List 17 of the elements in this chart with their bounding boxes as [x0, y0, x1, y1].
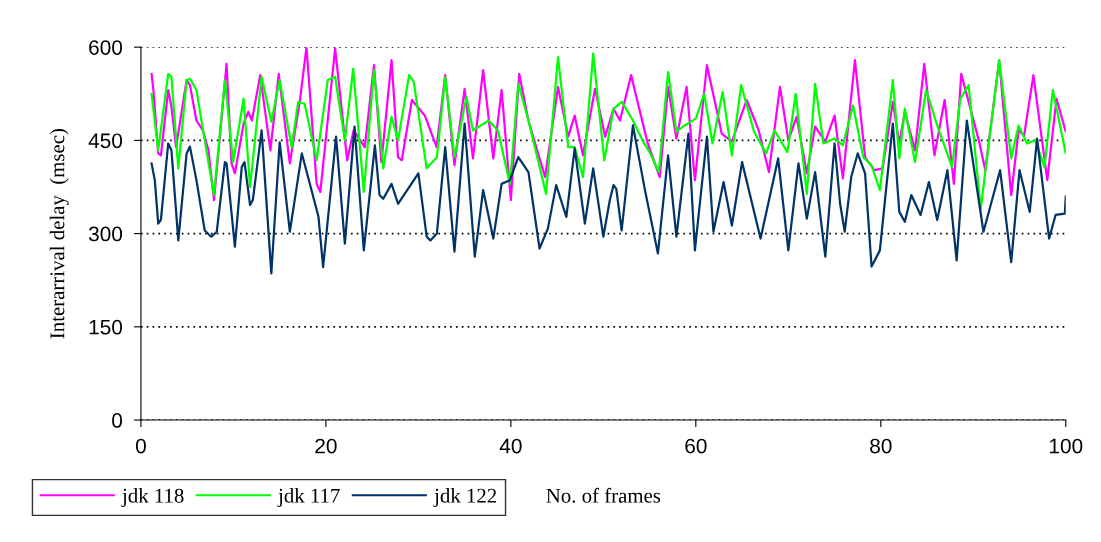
y-tick-label: 300: [88, 226, 123, 242]
x-tick-label: 0: [135, 438, 146, 454]
legend-label: jdk 117: [277, 488, 340, 507]
legend-label: jdk 118: [121, 488, 184, 507]
legend-label: jdk 122: [433, 488, 497, 507]
y-tick-label: 450: [88, 133, 123, 149]
x-tick-label: 20: [315, 438, 337, 454]
x-axis-title: No. of frames: [546, 487, 661, 503]
x-tick-label: 80: [870, 438, 892, 454]
y-tick-label: 150: [89, 319, 123, 335]
x-tick-label: 60: [685, 438, 707, 454]
y-tick-label: 0: [112, 413, 123, 428]
line-series: [150, 119, 1066, 275]
y-tick-label: 600: [89, 40, 123, 55]
x-tick-label: 40: [499, 438, 522, 454]
y-axis-title: Interarrival delay (msec): [49, 128, 69, 339]
x-tick-label: 100: [1049, 438, 1083, 454]
